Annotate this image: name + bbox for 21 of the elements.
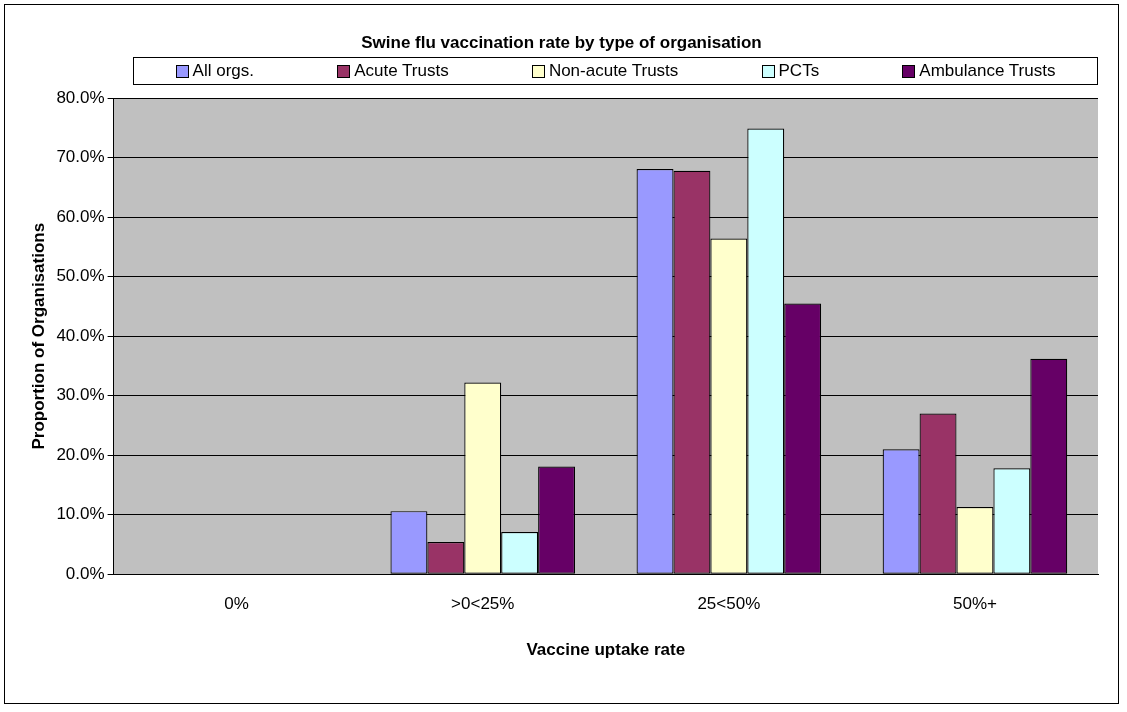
legend-label: Non-acute Trusts <box>547 61 679 81</box>
y-tick-label: 50.0% <box>56 266 105 286</box>
y-tick-label: 80.0% <box>56 87 105 107</box>
y-tick-label: 70.0% <box>56 147 105 167</box>
x-tick-label: 0% <box>224 594 249 614</box>
y-tick-label: 20.0% <box>56 444 105 464</box>
y-tick-label: 40.0% <box>56 325 105 345</box>
y-tick-label: 10.0% <box>56 504 105 524</box>
legend-label: Ambulance Trusts <box>918 61 1056 81</box>
y-axis-title: Proportion of Organisations <box>28 222 48 450</box>
chart-title: Swine flu vaccination rate by type of organisation <box>360 33 763 53</box>
x-tick-label: >0<25% <box>451 594 515 614</box>
y-tick-label: 0.0% <box>65 563 105 583</box>
x-tick-label: 50%+ <box>952 594 997 614</box>
x-axis-title: Vaccine uptake rate <box>526 640 686 660</box>
y-tick-label: 30.0% <box>56 385 105 405</box>
x-tick-label: 25<50% <box>697 594 761 614</box>
legend-label: Acute Trusts <box>353 61 449 81</box>
y-tick-label: 60.0% <box>56 206 105 226</box>
legend-label: PCTs <box>777 61 820 81</box>
legend-label: All orgs. <box>191 61 255 81</box>
